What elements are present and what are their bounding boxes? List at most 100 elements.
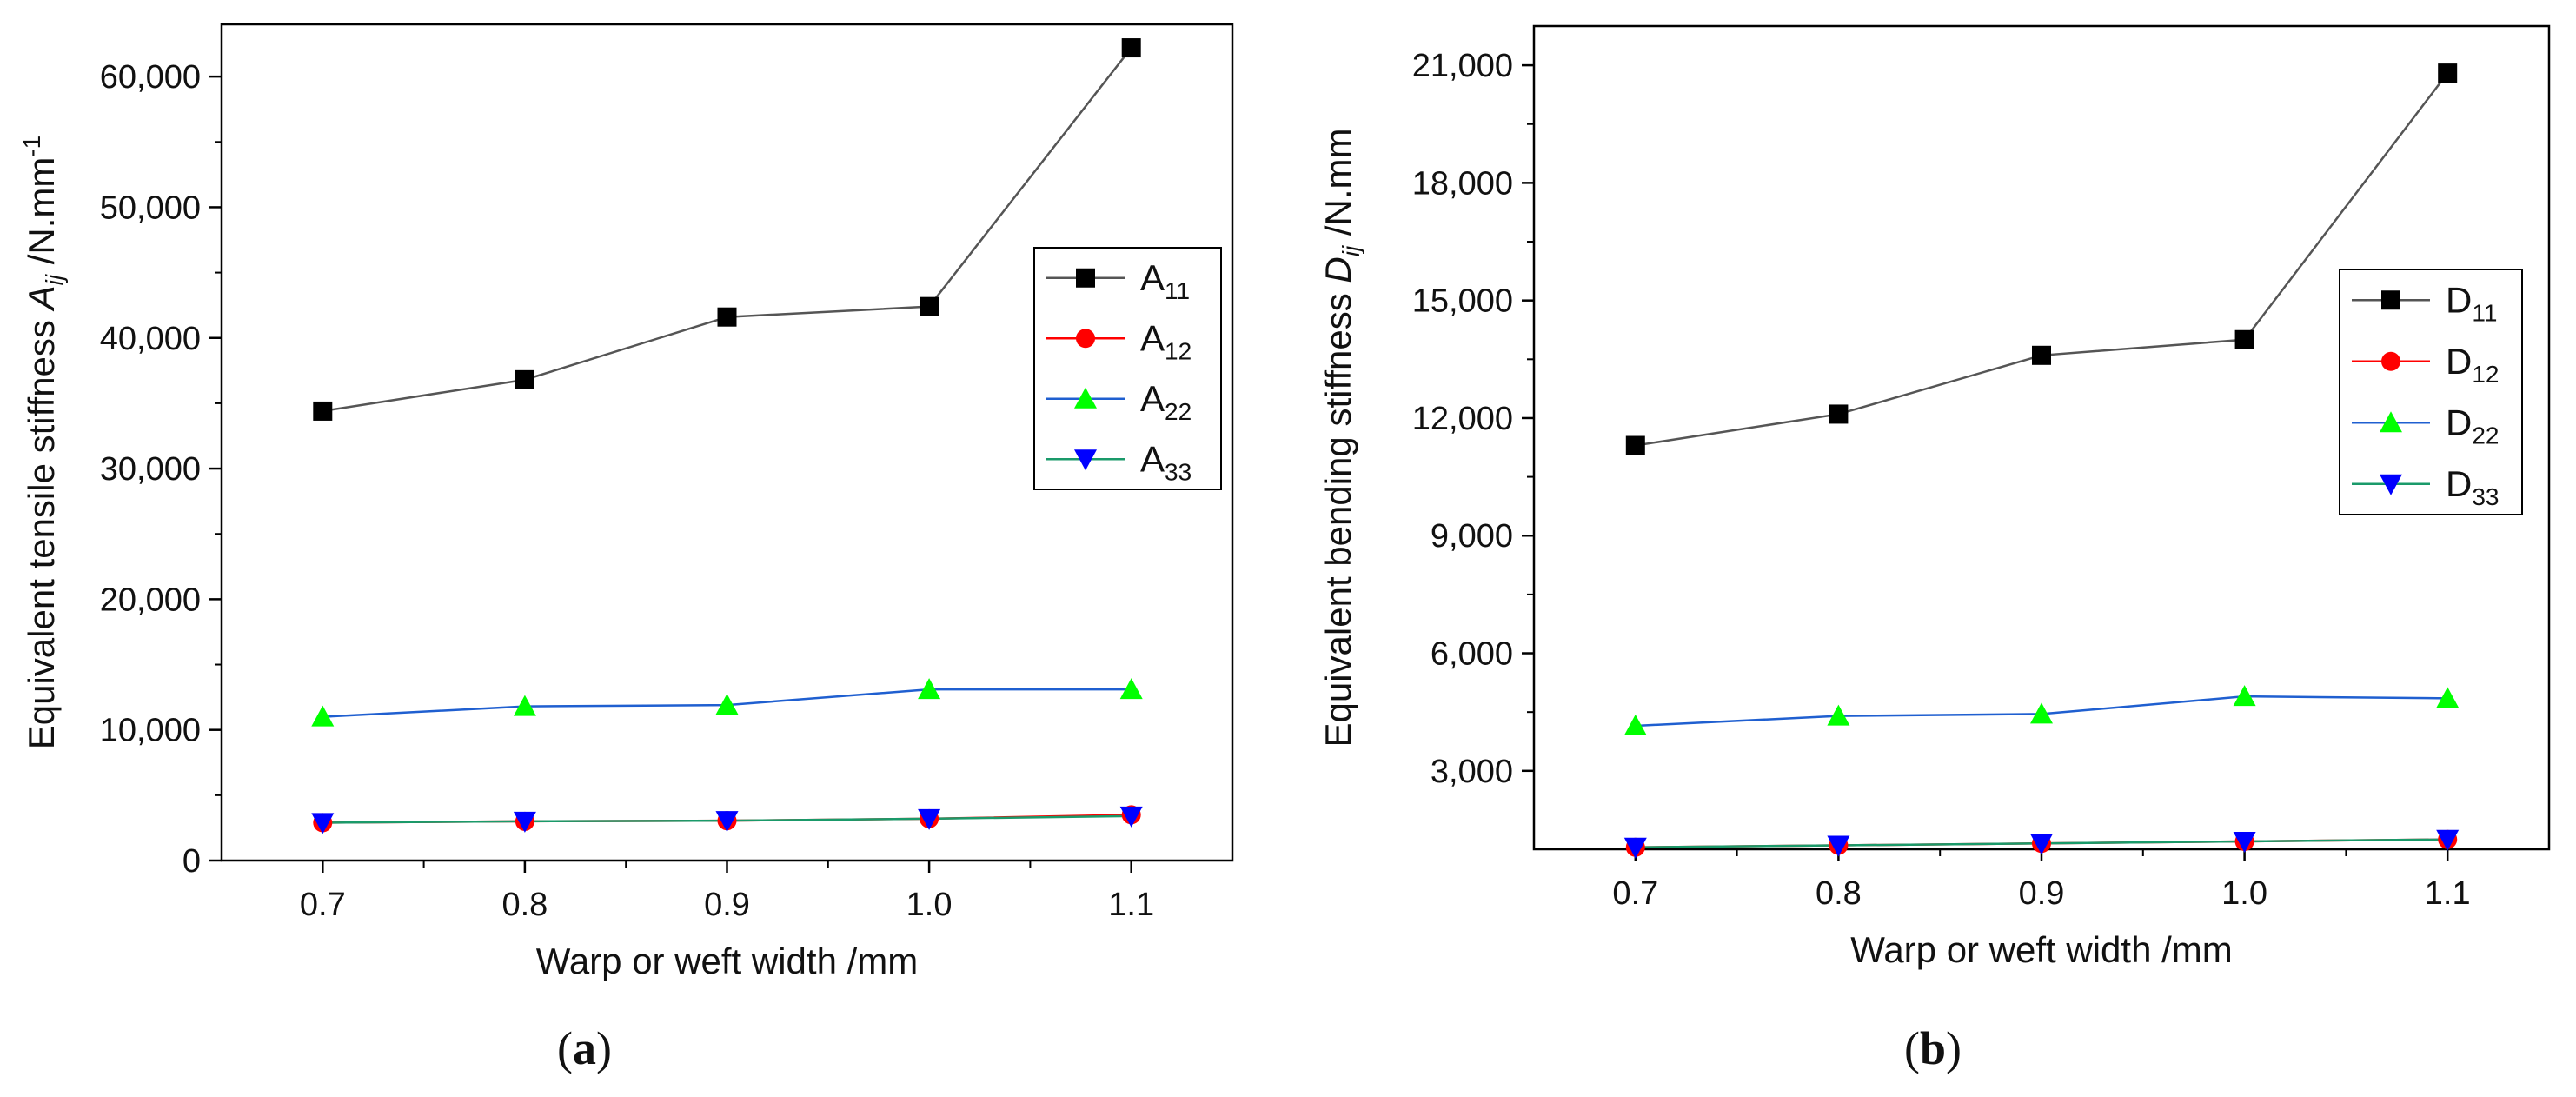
y-axis-label-sub-a: ij: [41, 274, 68, 285]
x-tick-label-a: 1.0: [906, 887, 953, 923]
legend-label-d22: D22: [2446, 402, 2500, 449]
data-point-d22: [2233, 685, 2256, 707]
caption-b-open: (: [1904, 1022, 1920, 1074]
data-point-d33: [1827, 835, 1850, 857]
x-axis-label-b: Warp or weft width /mm: [1850, 929, 2233, 970]
data-point-d22: [1623, 714, 1647, 735]
x-axis-label-a: Warp or weft width /mm: [536, 941, 919, 981]
y-tick-label-a: 20,000: [100, 582, 201, 618]
data-point-a33: [311, 813, 335, 834]
caption-b-letter: b: [1919, 1022, 1947, 1074]
data-point-d33: [1623, 837, 1647, 859]
legend-box-b: [2339, 269, 2523, 515]
data-point-a11: [515, 369, 534, 389]
legend-label-sub-a12: 12: [1165, 337, 1192, 364]
legend-label-a33: A33: [1140, 438, 1192, 485]
y-axis-label-b: Equivalent bending stiffness Dij /N.mm: [1318, 128, 1364, 747]
x-tick-label-b: 0.7: [1612, 875, 1658, 912]
data-point-d22: [1827, 704, 1850, 726]
legend-label-d11: D11: [2446, 279, 2497, 326]
legend-label-name-a33: A: [1140, 438, 1165, 479]
legend-label-sub-a22: 22: [1165, 398, 1192, 425]
legend-label-sub-d22: 22: [2472, 422, 2499, 449]
x-tick-label-b: 0.8: [1816, 875, 1862, 912]
data-point-a33: [715, 811, 739, 833]
legend-marker-a11: [1076, 268, 1095, 288]
legend-label-a12: A12: [1140, 317, 1192, 364]
x-tick-label-b: 1.0: [2221, 875, 2267, 912]
legend-label-name-a22: A: [1140, 378, 1165, 419]
caption-a-close: ): [595, 1022, 612, 1074]
data-point-a11: [717, 307, 737, 327]
legend-box-a: [1033, 247, 1222, 490]
y-tick-label-a: 0: [183, 843, 201, 880]
series-line-a11: [322, 47, 1132, 413]
chart-a-svg: 0.7 0.8 0.9 1.0 1.1 0 10,000 20,000 30,000 40,000…: [18, 23, 1234, 981]
data-point-a11: [1121, 38, 1141, 58]
legend-label-sub-d11: 11: [2472, 299, 2497, 326]
legend-label-name-d33: D: [2446, 463, 2472, 504]
legend-marker-a22: [1074, 387, 1097, 409]
data-point-d33: [2436, 829, 2460, 851]
legend-label-a11: A11: [1140, 257, 1190, 304]
y-axis-label-sup-a: -1: [18, 136, 45, 157]
y-axis-label-prefix-b: Equivalent bending stiffness: [1318, 283, 1358, 748]
y-tick-label-b: 12,000: [1412, 401, 1513, 437]
y-axis-label-a: Equivalent tensile stiffness Aij /N.mm-1: [18, 136, 68, 750]
caption-b: (b): [1904, 1021, 1962, 1075]
legend-label-a22: A22: [1140, 378, 1192, 425]
chart-panel-b: 0.7 0.8 0.9 1.0 1.1 3,000 6,000 9,000 12,000 15,0…: [1288, 0, 2576, 1097]
legend-label-name-d11: D: [2446, 279, 2472, 320]
data-point-d11: [2234, 329, 2254, 349]
y-tick-label-b: 18,000: [1412, 165, 1513, 202]
y-axis-label-sub-b: ij: [1338, 245, 1364, 256]
data-point-a11: [920, 296, 939, 316]
legend-label-sub-a33: 33: [1165, 458, 1192, 485]
data-point-a22: [1119, 678, 1143, 700]
x-tick-label-a: 0.7: [300, 887, 346, 923]
y-tick-label-b: 15,000: [1412, 283, 1513, 320]
y-tick-label-b: 21,000: [1412, 48, 1513, 84]
data-point-a22: [311, 705, 335, 727]
legend-marker-d12: [2381, 351, 2400, 371]
legend-label-name-d12: D: [2446, 341, 2472, 382]
x-tick-label-a: 0.8: [501, 887, 548, 923]
chart-panel-a: 0.7 0.8 0.9 1.0 1.1 0 10,000 20,000 30,000 40,000…: [18, 23, 1234, 981]
data-point-d11: [1625, 435, 1645, 455]
y-axis-label-unit-b: /N.mm: [1318, 128, 1358, 245]
legend-label-name-d22: D: [2446, 402, 2472, 442]
data-point-a33: [513, 811, 536, 833]
data-point-a22: [715, 694, 739, 715]
y-tick-label-a: 30,000: [100, 451, 201, 488]
x-tick-label-a: 1.1: [1108, 887, 1154, 923]
y-tick-label-a: 40,000: [100, 321, 201, 357]
data-point-d11: [1829, 404, 1849, 424]
y-axis-label-prefix-a: Equivalent tensile stiffness: [21, 309, 62, 749]
caption-b-close: ): [1946, 1022, 1962, 1074]
legend-label-sub-a11: 11: [1165, 277, 1190, 304]
y-tick-label-b: 6,000: [1431, 636, 1513, 673]
x-tick-label-a: 0.9: [704, 887, 750, 923]
data-point-d11: [2032, 345, 2051, 365]
legend-label-name-a12: A: [1140, 317, 1165, 358]
legend-marker-d33: [2380, 474, 2402, 495]
y-axis-label-unit-a: /N.mm: [21, 157, 62, 275]
x-tick-label-b: 0.9: [2019, 875, 2065, 912]
y-axis-label-symbol-a: A: [21, 285, 62, 312]
series-line-d11: [1635, 72, 2449, 447]
y-tick-label-a: 10,000: [100, 713, 201, 749]
legend-marker-d11: [2381, 290, 2400, 310]
caption-a-open: (: [557, 1022, 573, 1074]
data-point-a11: [313, 401, 333, 421]
data-point-d11: [2438, 63, 2458, 83]
data-point-d33: [2030, 834, 2053, 855]
legend-label-d12: D12: [2446, 341, 2500, 388]
legend-marker-d22: [2380, 411, 2402, 433]
y-tick-label-a: 60,000: [100, 59, 201, 96]
y-tick-label-b: 9,000: [1431, 518, 1513, 555]
data-point-a22: [918, 678, 941, 700]
legend-label-d33: D33: [2446, 463, 2500, 510]
chart-b-svg: 0.7 0.8 0.9 1.0 1.1 3,000 6,000 9,000 12,000 15,0…: [1318, 24, 2551, 970]
data-point-d33: [2233, 831, 2256, 853]
legend-label-sub-d33: 33: [2472, 483, 2499, 510]
